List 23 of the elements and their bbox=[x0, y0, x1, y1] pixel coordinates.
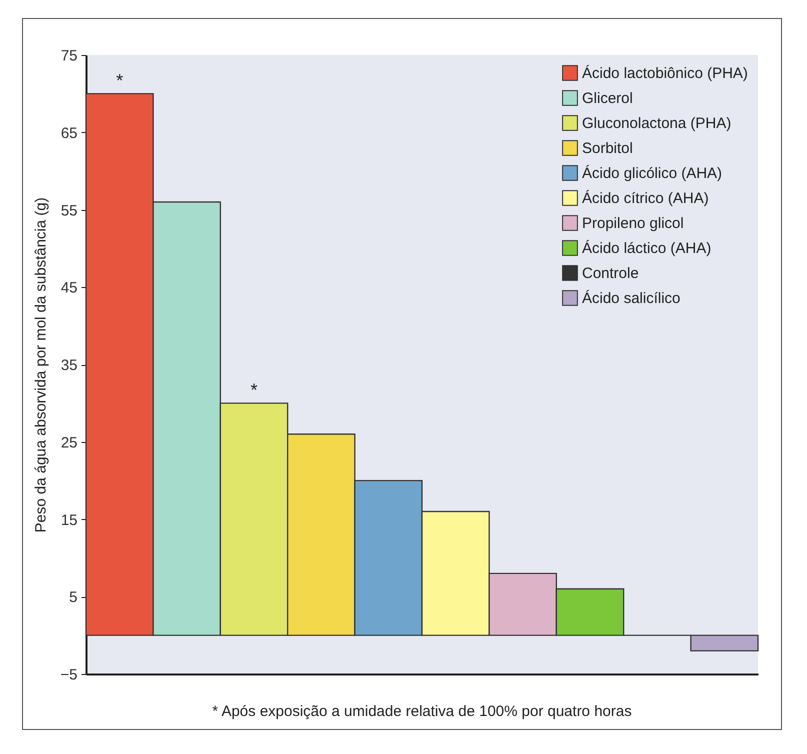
legend-label: Ácido láctico (AHA) bbox=[582, 239, 712, 257]
legend-label: Gluconolactona (PHA) bbox=[582, 115, 732, 132]
legend-label: Sorbitol bbox=[582, 140, 633, 157]
y-tick-label: 45 bbox=[60, 280, 78, 297]
annotation: * bbox=[250, 380, 258, 400]
y-axis-title: Peso da água absorvida por mol da substância (g) bbox=[32, 197, 50, 533]
y-tick-label: 75 bbox=[60, 48, 78, 64]
legend-label: Ácido lactobiônico (PHA) bbox=[582, 64, 748, 82]
y-tick-label: 35 bbox=[60, 357, 78, 374]
legend-label: Ácido salicílico bbox=[582, 289, 680, 307]
y-tick-label: 55 bbox=[60, 202, 78, 220]
y-tick-label: −5 bbox=[60, 666, 78, 684]
legend-label: Propileno glicol bbox=[582, 215, 684, 232]
legend-label: Glicerol bbox=[582, 90, 633, 107]
y-tick-label: 65 bbox=[60, 124, 78, 142]
y-tick-label: 25 bbox=[60, 434, 78, 452]
y-tick-label: 5 bbox=[69, 589, 78, 606]
y-tick-label: 15 bbox=[60, 512, 78, 529]
legend-label: Controle bbox=[582, 265, 639, 282]
legend-label: Ácido cítrico (AHA) bbox=[582, 189, 709, 207]
text: * Após exposição a umidade relativa de 100% por quatro horas bbox=[212, 703, 632, 720]
annotation: * bbox=[116, 70, 124, 91]
legend-label: Ácido glicólico (AHA) bbox=[582, 164, 722, 182]
